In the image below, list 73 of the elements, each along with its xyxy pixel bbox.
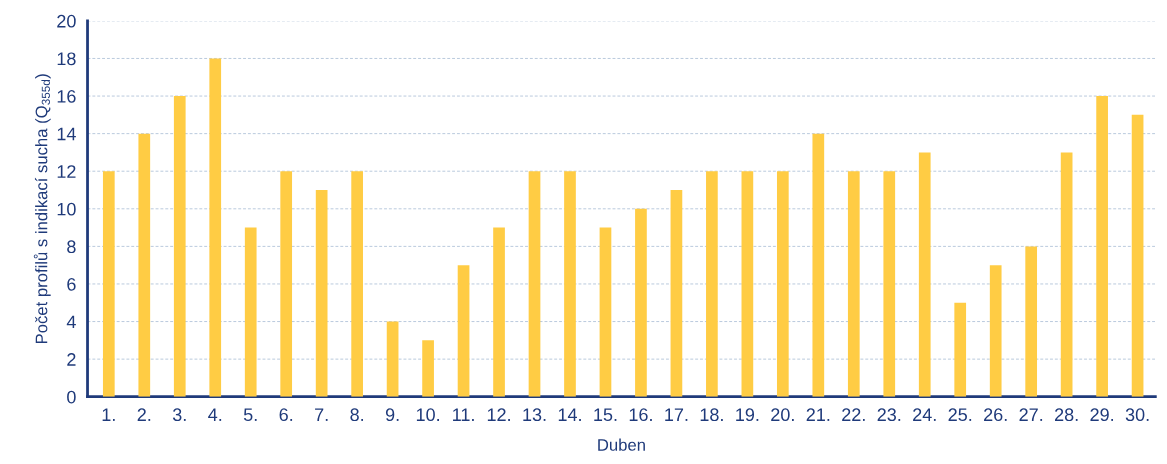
bar (209, 58, 222, 397)
x-tick-label: 17. (665, 408, 688, 421)
x-tick-label: 5. (243, 408, 257, 422)
x-tick-label: 27. (1019, 408, 1043, 421)
bar (883, 171, 896, 397)
bar (706, 171, 718, 397)
x-tick-label: 8. (350, 408, 364, 422)
bar (670, 190, 683, 397)
x-tick-label: 3. (172, 408, 186, 422)
y-tick-label: 0 (67, 390, 76, 404)
bar (315, 190, 328, 397)
x-tick-label: 28. (1055, 408, 1078, 422)
bar (776, 171, 789, 397)
bar (351, 171, 363, 397)
bar (493, 227, 505, 397)
bar (280, 171, 293, 397)
bar (1060, 152, 1073, 397)
x-tick-label: 24. (913, 408, 936, 421)
bar (422, 340, 434, 397)
bar (457, 265, 470, 397)
y-tick-label: 8 (67, 240, 76, 254)
bar (847, 171, 860, 397)
x-tick-label: 14. (558, 408, 581, 421)
bar (741, 171, 754, 397)
bar (989, 265, 1002, 397)
x-tick-label: 23. (877, 408, 901, 422)
bar (386, 321, 399, 397)
bar (528, 171, 541, 397)
bar (1025, 246, 1038, 397)
x-tick-label: 30. (1125, 408, 1149, 422)
bar (599, 227, 612, 397)
bar (102, 171, 115, 397)
y-tick-label: 16 (57, 89, 76, 103)
bar (1096, 96, 1108, 397)
y-tick-label: 6 (67, 277, 76, 291)
x-tick-label: 9. (385, 408, 399, 422)
x-tick-label: 22. (842, 408, 865, 421)
bar (244, 227, 257, 397)
x-tick-label: 21. (806, 408, 830, 421)
x-tick-label: 18. (700, 408, 723, 422)
y-tick-label: 12 (57, 165, 76, 178)
x-tick-label: 2. (137, 408, 151, 421)
y-tick-label: 2 (67, 353, 76, 366)
x-tick-label: 25. (948, 408, 972, 422)
y-axis-title: Počet profilů s indikací sucha (Q$_{355d}$) (33, 74, 51, 344)
bar (564, 171, 576, 397)
y-tick-label: 20 (57, 14, 76, 28)
x-tick-label: 26. (984, 408, 1007, 422)
x-tick-label: 20. (771, 408, 794, 422)
x-tick-label: 15. (594, 408, 617, 422)
y-tick-label: 4 (66, 315, 76, 329)
x-tick-label: 13. (523, 408, 546, 422)
bar (1131, 114, 1144, 397)
x-tick-label: 19. (736, 408, 759, 422)
x-tick-label: 1. (102, 408, 115, 421)
x-tick-label: 11. (453, 408, 474, 421)
y-tick-label: 10 (57, 202, 76, 216)
bar (918, 152, 931, 397)
bar (138, 133, 151, 397)
y-tick-label: 14 (57, 127, 76, 141)
x-tick-label: 4. (208, 408, 222, 421)
x-tick-label: 7. (315, 408, 328, 421)
x-tick-label: 29. (1090, 408, 1114, 422)
x-tick-label: 10. (416, 408, 439, 422)
bar (173, 96, 186, 397)
bar (812, 133, 825, 397)
bar (635, 208, 647, 397)
x-tick-label: 12. (487, 408, 510, 421)
x-axis-title: Duben (598, 438, 645, 451)
x-tick-label: 16. (629, 408, 652, 422)
x-tick-label: 6. (279, 408, 293, 422)
bar (954, 302, 967, 397)
y-tick-label: 18 (57, 52, 76, 66)
